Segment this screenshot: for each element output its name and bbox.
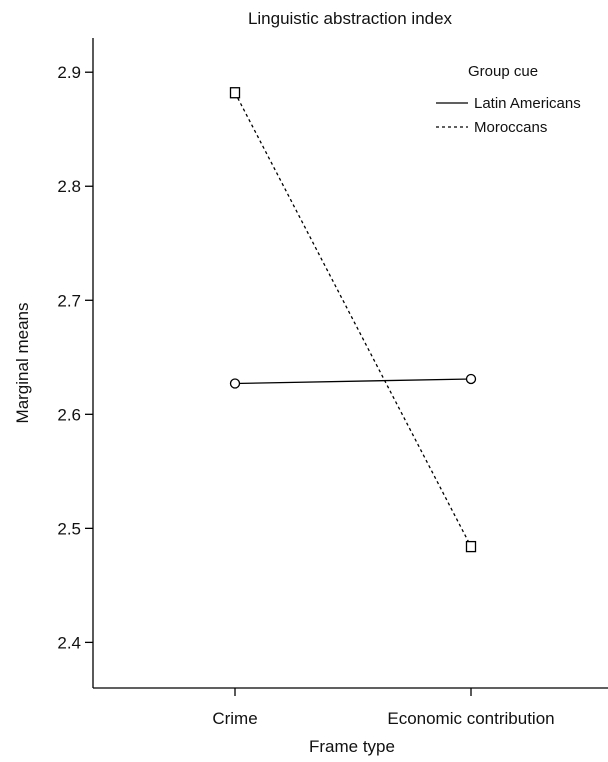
y-tick-label: 2.9 — [57, 63, 81, 82]
y-axis-label: Marginal means — [13, 303, 32, 424]
chart-title: Linguistic abstraction index — [248, 9, 453, 28]
data-point — [467, 374, 476, 383]
legend-items: Latin Americans Moroccans — [436, 95, 581, 136]
x-tick-label: Crime — [212, 709, 257, 728]
legend-title: Group cue — [468, 63, 538, 80]
y-tick-label: 2.4 — [57, 633, 81, 652]
series-line-1 — [235, 379, 471, 384]
y-tick-label: 2.8 — [57, 177, 81, 196]
legend-label: Moroccans — [474, 119, 547, 136]
data-point — [231, 379, 240, 388]
y-tick-label: 2.5 — [57, 519, 81, 538]
legend: Group cue Latin Americans Moroccans — [436, 63, 581, 136]
data-point — [231, 88, 240, 98]
y-tick-label: 2.7 — [57, 291, 81, 310]
x-axis-ticks: Crime Economic contribution — [212, 688, 554, 728]
x-axis-label: Frame type — [309, 737, 395, 756]
series-layer — [231, 88, 476, 552]
y-axis-ticks: 2.4 2.5 2.6 2.7 2.8 2.9 — [57, 63, 93, 652]
y-tick-label: 2.6 — [57, 405, 81, 424]
series-line-2 — [235, 93, 471, 547]
legend-label: Latin Americans — [474, 95, 581, 112]
data-point — [467, 542, 476, 552]
x-tick-label: Economic contribution — [387, 709, 554, 728]
